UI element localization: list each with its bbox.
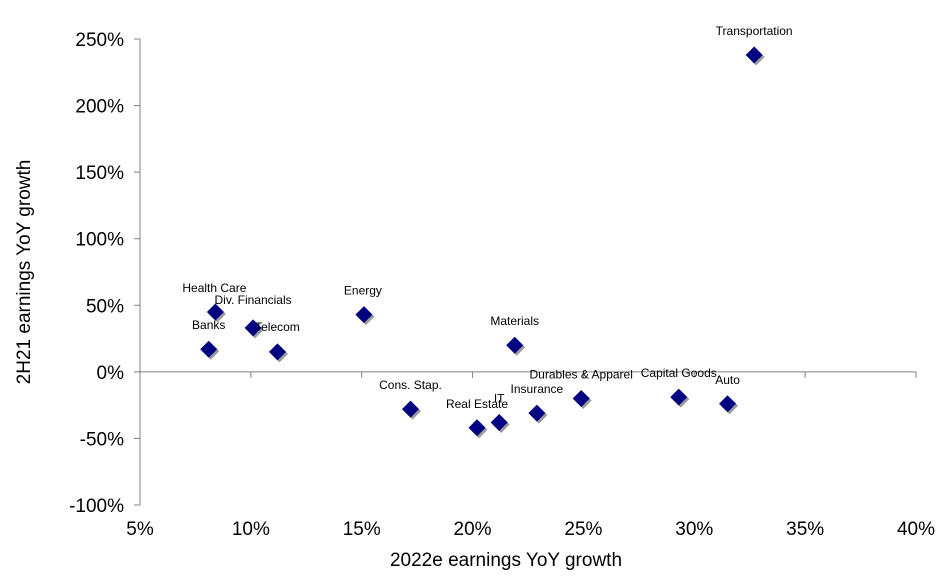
label-insurance: Insurance [511,382,564,396]
label-auto: Auto [715,373,740,387]
marker-durables-apparel [572,389,590,407]
label-banks: Banks [192,318,225,332]
label-telecom: Telecom [255,320,300,334]
x-tick-label: 30% [675,519,713,540]
label-capital-goods: Capital Goods [641,366,717,380]
x-axis-ticks: 5% 10% 15% 20% 25% 30% 35% 40% [126,371,935,540]
marker-capital-goods [670,388,688,406]
label-transportation: Transportation [716,24,793,38]
y-tick-label: 0% [97,363,125,384]
marker-cons-stap [401,400,419,418]
marker-banks [200,340,218,358]
label-it: IT [494,391,505,405]
label-materials: Materials [490,314,539,328]
x-tick-label: 20% [454,519,492,540]
marker-real-estate [468,419,486,437]
marker-insurance [528,404,546,422]
y-tick-label: 100% [75,230,124,251]
y-tick-label: -50% [80,429,124,450]
marker-div-financials [244,319,262,337]
x-tick-label: 25% [564,519,602,540]
marker-health-care [206,303,224,321]
marker-auto [719,395,737,413]
y-tick-label: 150% [75,163,124,184]
marker-materials [506,336,524,354]
x-tick-label: 15% [343,519,381,540]
label-health-care: Health Care [182,281,246,295]
y-tick-label: 50% [86,296,124,317]
y-tick-label: -100% [69,496,124,517]
y-axis-ticks: 250% 200% 150% 100% 50% 0% -50% -100% [69,30,140,517]
x-tick-label: 10% [232,519,270,540]
x-axis-title: 2022e earnings YoY growth [390,550,622,571]
label-cons-stap: Cons. Stap. [379,378,442,392]
label-real-estate: Real Estate [446,397,508,411]
x-tick-label: 35% [786,519,824,540]
label-div-financials: Div. Financials [215,293,292,307]
data-points [200,46,765,439]
marker-energy [355,306,373,324]
y-axis-title: 2H21 earnings YoY growth [14,160,35,385]
marker-it [490,413,508,431]
marker-telecom [268,343,286,361]
label-durables-apparel: Durables & Apparel [530,367,633,381]
x-tick-label: 5% [126,519,154,540]
label-energy: Energy [344,284,382,298]
x-tick-label: 40% [897,519,935,540]
y-tick-label: 250% [75,30,124,51]
y-tick-label: 200% [75,97,124,118]
axes [139,39,916,505]
marker-transportation [745,46,763,64]
